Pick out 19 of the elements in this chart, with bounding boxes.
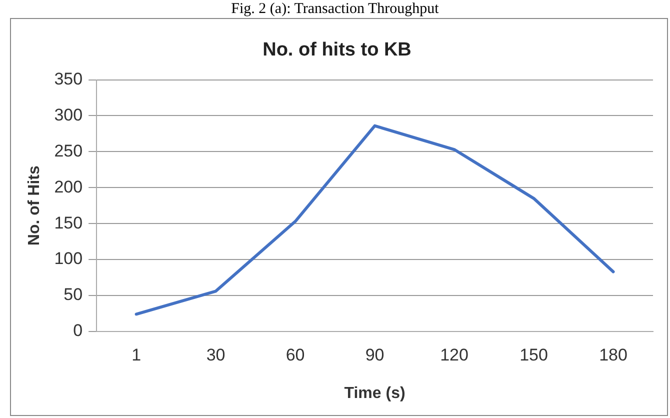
- x-axis-title: Time (s): [344, 384, 406, 402]
- y-tick-label: 250: [54, 141, 83, 160]
- y-tick-label: 300: [54, 105, 83, 124]
- x-tick-label: 60: [286, 345, 305, 364]
- chart-title: No. of hits to KB: [262, 40, 412, 61]
- y-tick-label: 0: [73, 321, 83, 340]
- y-tick-label: 50: [64, 285, 83, 304]
- y-tick-label: 200: [54, 177, 83, 196]
- x-tick-label: 150: [520, 345, 548, 364]
- y-axis-title: No. of Hits: [26, 166, 44, 246]
- x-tick-label: 1: [132, 345, 142, 364]
- caption: Fig. 2 (a): Transaction Throughput: [230, 0, 440, 18]
- x-tick-label: 90: [365, 345, 384, 364]
- y-tick-label: 100: [54, 249, 83, 268]
- y-tick-label: 150: [54, 213, 83, 232]
- x-tick-label: 30: [206, 345, 226, 364]
- x-tick-label: 120: [440, 345, 468, 364]
- y-tick-label: 350: [54, 69, 83, 88]
- x-tick-label: 180: [599, 345, 628, 364]
